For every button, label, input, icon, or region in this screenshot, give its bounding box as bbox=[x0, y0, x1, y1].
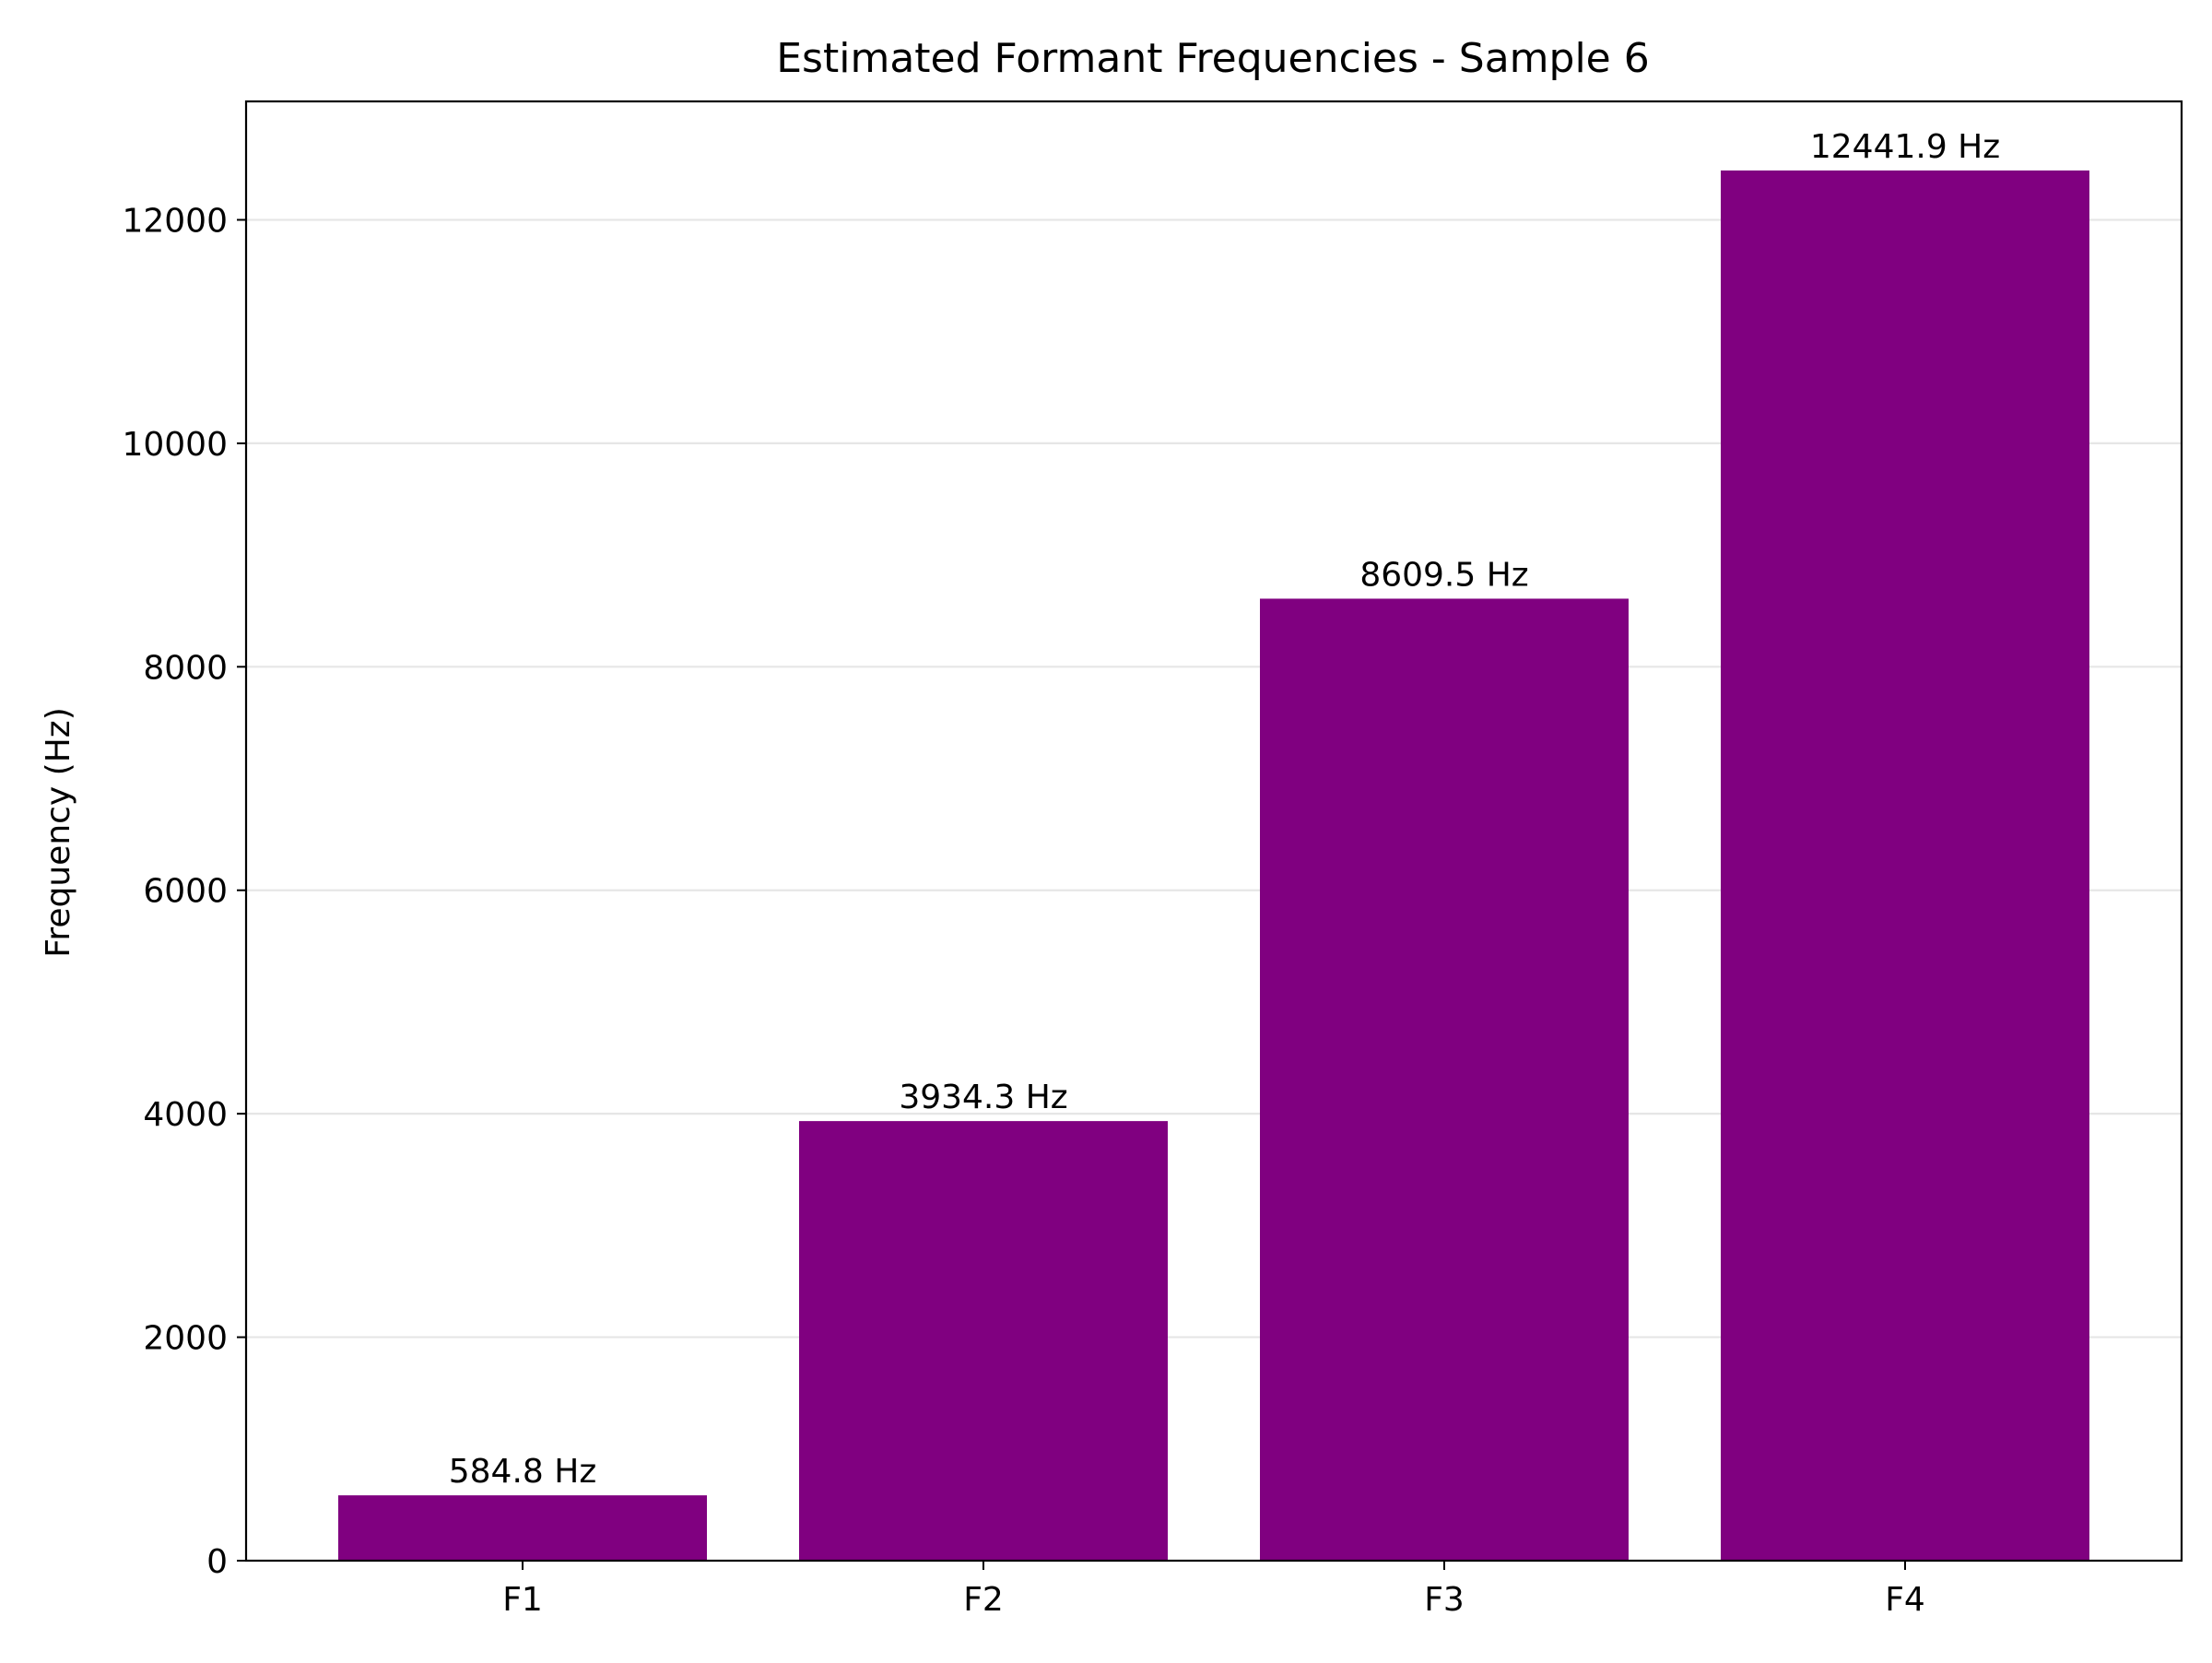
x-tick-label: F2 bbox=[963, 1581, 1004, 1619]
x-axis-ticks: F1 F2 F3 F4 bbox=[502, 1561, 1925, 1619]
y-tick-label: 4000 bbox=[143, 1096, 228, 1134]
x-tick-label: F1 bbox=[502, 1581, 543, 1619]
bars bbox=[338, 170, 2089, 1561]
data-label-f3: 8609.5 Hz bbox=[1359, 556, 1528, 594]
data-label-f2: 3934.3 Hz bbox=[899, 1079, 1067, 1116]
bar-f4 bbox=[1721, 170, 2089, 1561]
y-tick-label: 10000 bbox=[122, 426, 228, 464]
chart-title: Estimated Formant Frequencies - Sample 6 bbox=[776, 35, 1649, 82]
bar-f3 bbox=[1260, 598, 1629, 1561]
bar-f2 bbox=[799, 1121, 1168, 1561]
y-tick-label: 6000 bbox=[143, 873, 228, 911]
y-tick-label: 8000 bbox=[143, 649, 228, 687]
data-labels: 584.8 Hz 3934.3 Hz 8609.5 Hz 12441.9 Hz bbox=[449, 128, 2000, 1491]
y-axis-label: Frequency (Hz) bbox=[40, 707, 77, 957]
x-tick-label: F4 bbox=[1885, 1581, 1925, 1619]
x-tick-label: F3 bbox=[1424, 1581, 1465, 1619]
bar-f1 bbox=[338, 1495, 707, 1561]
y-axis-ticks: 0 2000 4000 6000 8000 10000 12000 bbox=[122, 202, 246, 1581]
y-tick-label: 2000 bbox=[143, 1320, 228, 1358]
plot-frame bbox=[244, 100, 2183, 1563]
data-label-f1: 584.8 Hz bbox=[449, 1453, 596, 1491]
y-tick-label: 0 bbox=[206, 1543, 228, 1581]
data-label-f4: 12441.9 Hz bbox=[1810, 128, 2000, 166]
y-tick-label: 12000 bbox=[122, 202, 228, 240]
